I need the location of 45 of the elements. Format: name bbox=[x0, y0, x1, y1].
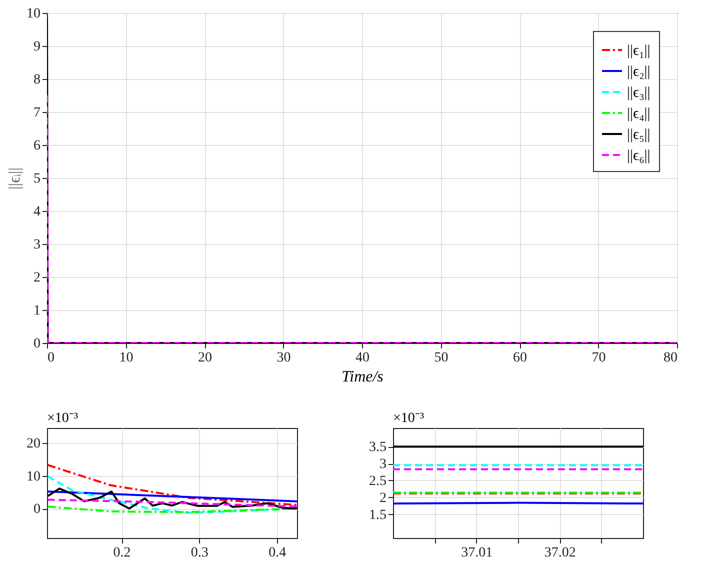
x-tick-label: 0.4 bbox=[268, 546, 286, 560]
y-tick-label: 10 bbox=[26, 6, 40, 22]
y-tick-label: 3 bbox=[380, 457, 386, 472]
x-tick-label: 70 bbox=[592, 350, 606, 366]
x-tick-label: 0.3 bbox=[190, 546, 208, 560]
x-tick-label: 80 bbox=[664, 350, 678, 366]
y-tick-label: 8 bbox=[34, 72, 40, 88]
y-tick-label: 0 bbox=[34, 336, 40, 352]
legend-label: ||ϵ₃|| bbox=[627, 85, 650, 101]
x-tick-label: 0 bbox=[48, 350, 54, 366]
y-tick-label: 0 bbox=[34, 502, 40, 518]
y-axis-title: ||ϵᵢ|| bbox=[6, 168, 24, 190]
legend-label: ||ϵ₅|| bbox=[627, 127, 650, 143]
x-tick-label: 37.02 bbox=[544, 546, 576, 560]
y-tick-label: 4 bbox=[34, 204, 40, 220]
x-tick-label: 0.2 bbox=[113, 546, 131, 560]
y-tick-label: 10 bbox=[26, 469, 40, 484]
text: ×10⁻³ bbox=[393, 411, 424, 426]
legend-label: ||ϵ₄|| bbox=[627, 106, 650, 122]
x-tick-label: 37.01 bbox=[461, 546, 493, 560]
line-series bbox=[47, 464, 297, 506]
y-tick-label: 2 bbox=[34, 270, 40, 286]
legend-label: ||ϵ₁|| bbox=[627, 43, 650, 59]
legend-label: ||ϵ₆|| bbox=[627, 148, 650, 164]
x-tick-label: 40 bbox=[356, 350, 370, 366]
line-series bbox=[47, 488, 297, 510]
x-tick-label: 20 bbox=[198, 350, 212, 366]
y-tick-label: 7 bbox=[34, 106, 40, 120]
y-tick-label: 1.5 bbox=[369, 508, 386, 523]
x-tick-label: 50 bbox=[434, 350, 448, 366]
y-tick-label: 1 bbox=[34, 304, 40, 318]
y-tick-label: 2.5 bbox=[369, 474, 386, 489]
text: ×10⁻³ bbox=[47, 411, 78, 426]
x-tick-label: 10 bbox=[119, 350, 134, 366]
y-tick-label: 3 bbox=[34, 238, 40, 252]
y-tick-label: 5 bbox=[34, 172, 40, 186]
y-tick-label: 2 bbox=[380, 490, 386, 506]
y-tick-label: 9 bbox=[34, 40, 40, 54]
y-tick-label: 20 bbox=[26, 436, 40, 452]
y-tick-label: 6 bbox=[34, 138, 40, 154]
y-tick-label: 3.5 bbox=[369, 440, 386, 456]
legend-label: ||ϵ₂|| bbox=[627, 64, 650, 80]
x-tick-label: 30 bbox=[276, 350, 291, 366]
x-axis-title: Time/s bbox=[342, 368, 384, 386]
x-tick-label: 60 bbox=[513, 350, 527, 366]
